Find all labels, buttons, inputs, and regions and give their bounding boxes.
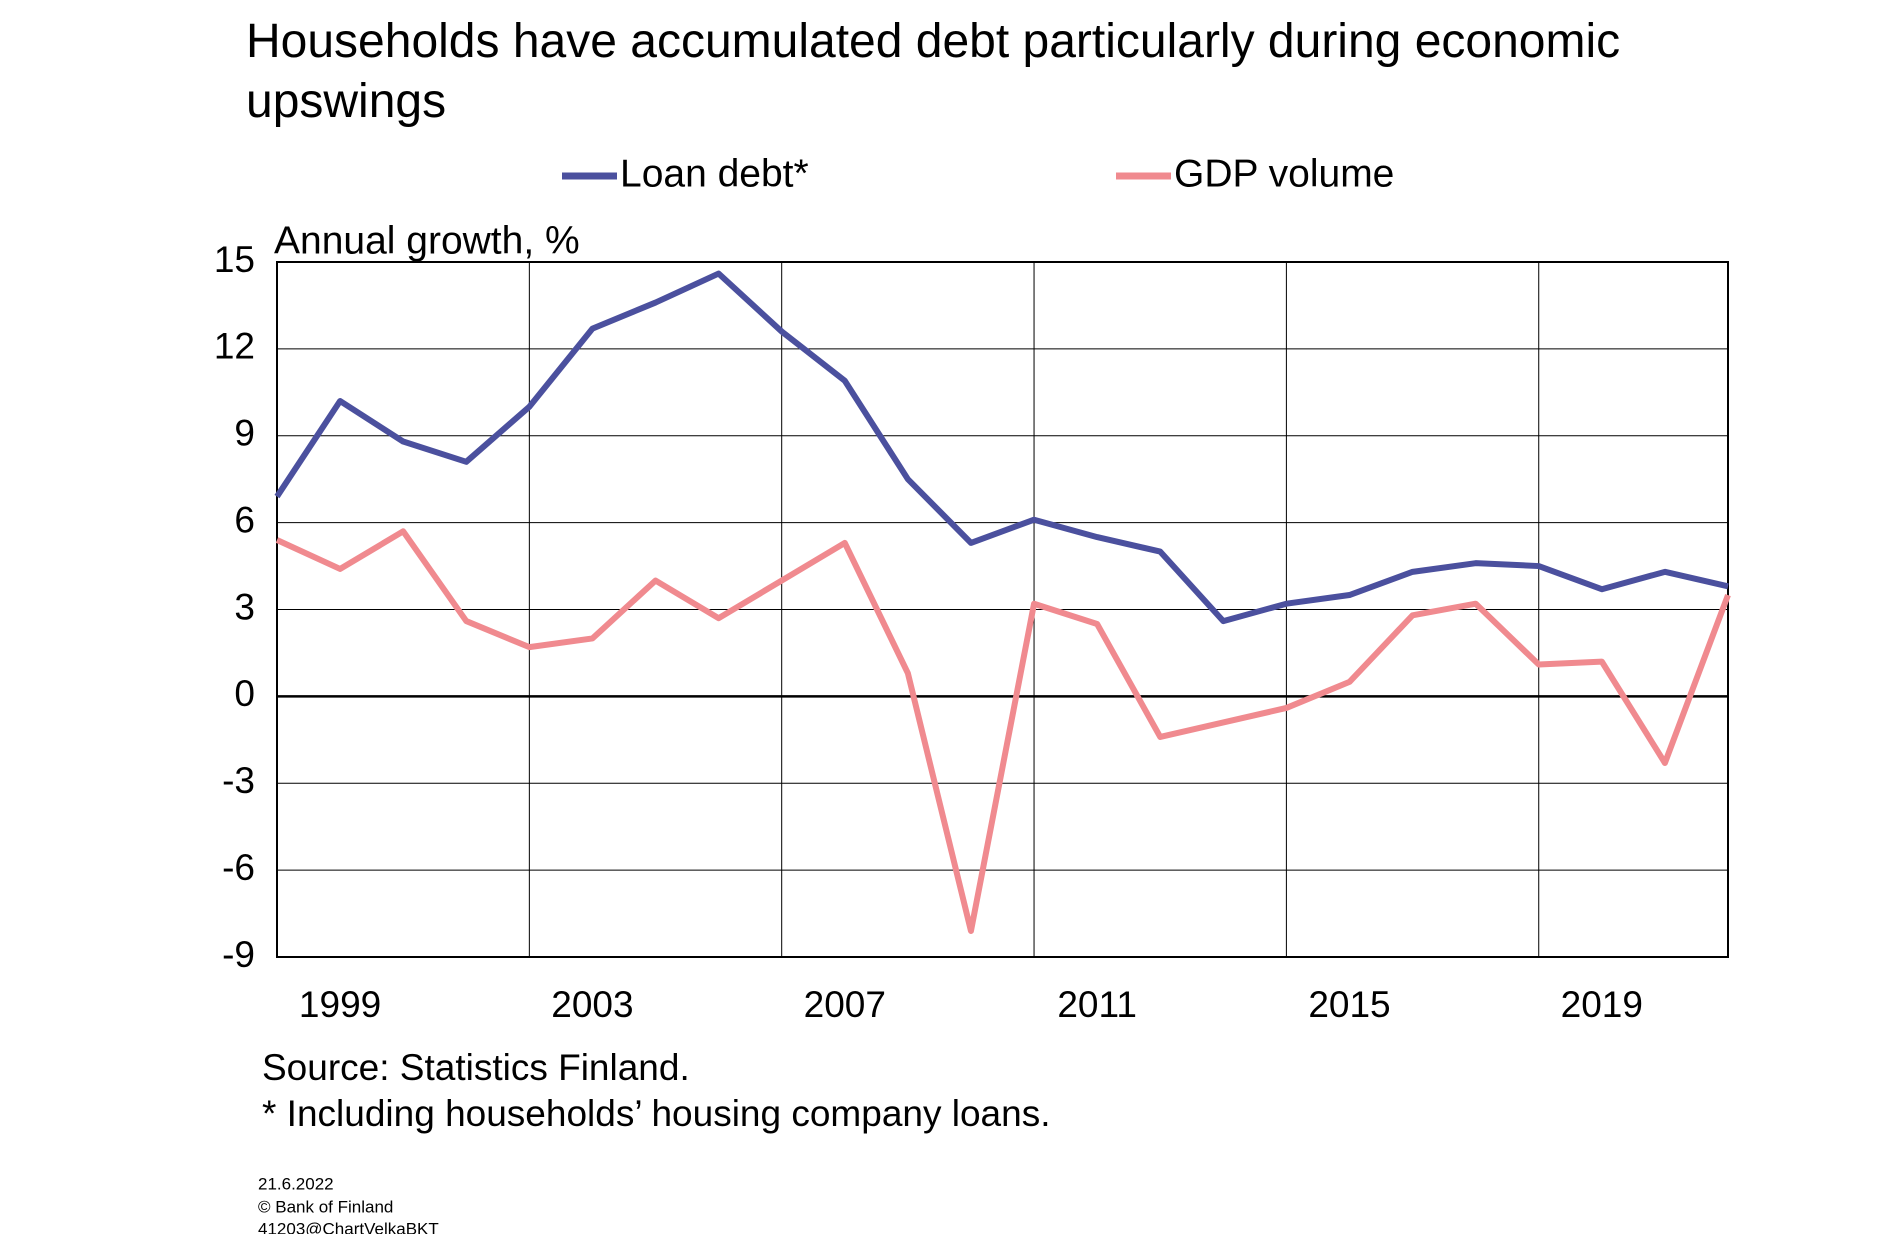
x-tick-label: 2003	[551, 984, 633, 1025]
footer: 21.6.2022	[258, 1174, 334, 1193]
line-series	[274, 270, 1729, 625]
note: Source: Statistics Finland.	[262, 1047, 690, 1088]
footer: © Bank of Finland	[258, 1197, 393, 1216]
legend-label: GDP volume	[1174, 152, 1394, 195]
y-tick-label: 12	[214, 326, 255, 367]
plot-frame	[276, 261, 1729, 958]
y-tick-label: -9	[222, 934, 255, 975]
y-tick-label: -3	[222, 760, 255, 801]
y-axis-label: Annual growth, %	[274, 219, 580, 262]
x-tick-label: 2011	[1057, 984, 1137, 1025]
line-series	[275, 528, 1731, 934]
x-tick-label: 2019	[1561, 984, 1643, 1025]
legend-label: Loan debt*	[620, 152, 809, 195]
footer: 41203@ChartVelkaBKT	[258, 1219, 439, 1234]
y-tick-label: 3	[234, 586, 255, 627]
chart-title: Households have accumulated debt particu…	[246, 15, 1621, 128]
y-tick-label: 0	[234, 673, 255, 714]
y-tick-label: 15	[214, 239, 255, 280]
y-tick-label: 9	[234, 413, 255, 454]
y-tick-label: 6	[234, 499, 255, 540]
y-tick-label: -6	[222, 847, 255, 888]
x-tick-label: 1999	[299, 984, 381, 1025]
x-tick-label: 2007	[804, 984, 886, 1025]
x-tick-label: 2015	[1308, 984, 1390, 1025]
note: * Including households’ housing company …	[262, 1093, 1051, 1134]
